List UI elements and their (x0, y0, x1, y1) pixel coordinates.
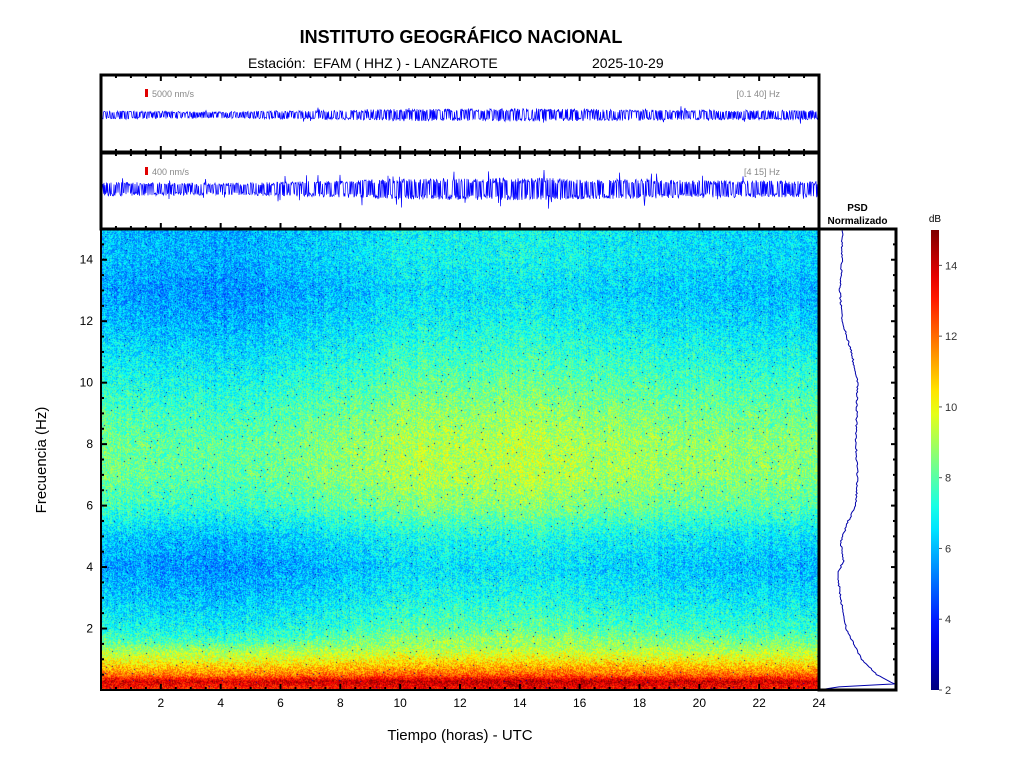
y-tick-label: 4 (86, 560, 93, 574)
y-tick-label: 14 (80, 253, 94, 267)
colorbar-tick-label: 10 (945, 402, 957, 414)
x-tick-label: 4 (217, 696, 224, 710)
colorbar (931, 230, 939, 690)
y-tick-label: 6 (86, 499, 93, 513)
colorbar-tick-label: 4 (945, 614, 951, 626)
trace-scale-label: 5000 nm/s (152, 89, 195, 99)
y-tick-label: 10 (80, 376, 94, 390)
x-axis-label: Tiempo (horas) - UTC (387, 727, 532, 744)
x-tick-label: 2 (157, 696, 164, 710)
y-tick-label: 8 (86, 437, 93, 451)
spectrogram-heatmap (101, 229, 819, 690)
colorbar-tick-label: 8 (945, 473, 951, 485)
chart-title: INSTITUTO GEOGRÁFICO NACIONAL (299, 27, 623, 47)
x-tick-label: 24 (812, 696, 826, 710)
colorbar-tick-label: 6 (945, 543, 951, 555)
x-tick-label: 6 (277, 696, 284, 710)
trace-band-label: [4 15] Hz (744, 167, 781, 177)
x-tick-label: 20 (693, 696, 707, 710)
psd-panel-frame (817, 227, 898, 692)
colorbar-tick-label: 2 (945, 685, 951, 697)
x-tick-label: 16 (573, 696, 587, 710)
colorbar-tick-label: 12 (945, 331, 957, 343)
x-tick-label: 12 (453, 696, 467, 710)
y-tick-label: 2 (86, 622, 93, 636)
x-tick-label: 18 (633, 696, 647, 710)
y-axis-label: Frecuencia (Hz) (33, 407, 50, 514)
station-label: Estación: EFAM ( HHZ ) - LANZAROTE (248, 55, 498, 71)
psd-subtitle: Normalizado (827, 216, 887, 227)
seismic-trace-2 (100, 169, 820, 209)
spectrogram-frame (100, 228, 820, 691)
date-label: 2025-10-29 (592, 55, 664, 71)
colorbar-tick-label: 14 (945, 260, 957, 272)
x-tick-label: 8 (337, 696, 344, 710)
x-tick-label: 10 (393, 696, 407, 710)
scale-bar-marker (145, 89, 148, 97)
scale-bar-marker (145, 167, 148, 175)
trace-scale-label: 400 nm/s (152, 167, 190, 177)
trace-band-label: [0.1 40] Hz (736, 89, 780, 99)
psd-title: PSD (847, 203, 868, 214)
psd-curve (819, 230, 895, 691)
colorbar-label: dB (929, 214, 942, 225)
seismic-trace-1 (100, 106, 820, 124)
y-tick-label: 12 (80, 314, 94, 328)
x-tick-label: 22 (752, 696, 766, 710)
x-tick-label: 14 (513, 696, 527, 710)
